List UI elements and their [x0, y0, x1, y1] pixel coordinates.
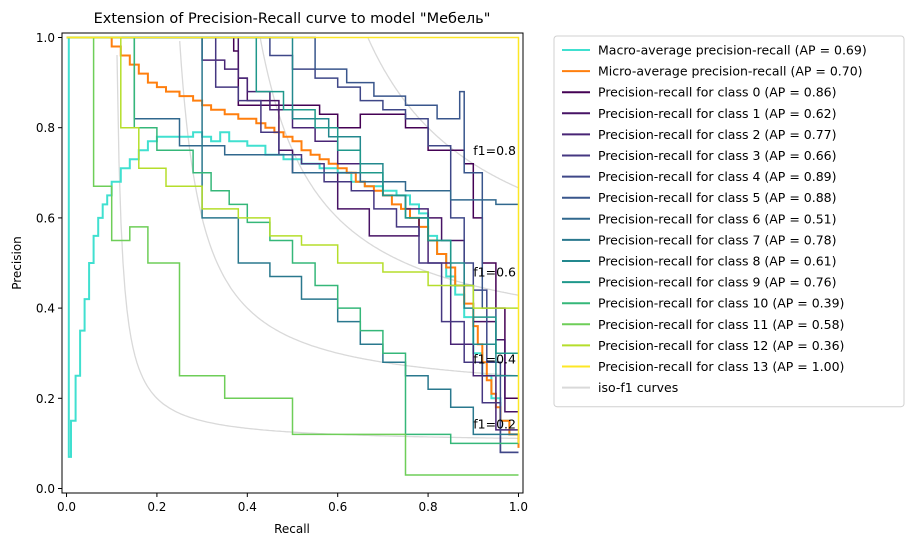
iso-f1-curve	[259, 38, 519, 296]
series-line-13	[66, 36, 519, 476]
x-tick-label: 1.0	[509, 500, 528, 514]
series-line-6	[66, 36, 519, 454]
legend-label: iso-f1 curves	[598, 380, 678, 395]
legend-label: Precision-recall for class 8 (AP = 0.61)	[598, 254, 836, 269]
legend-label: Macro-average precision-recall (AP = 0.6…	[598, 43, 867, 58]
y-tick-label: 0.8	[36, 121, 55, 135]
series-layer	[66, 36, 520, 476]
iso-f1-label: f1=0.6	[473, 265, 516, 280]
iso-f1-label: f1=0.8	[473, 143, 516, 158]
iso-f1-label: f1=0.2	[473, 417, 516, 432]
plot-frame	[61, 32, 524, 494]
legend-label: Precision-recall for class 3 (AP = 0.66)	[598, 148, 836, 163]
legend-label: Precision-recall for class 6 (AP = 0.51)	[598, 211, 836, 226]
y-axis-label: Precision	[10, 236, 24, 290]
legend-box	[553, 35, 905, 408]
y-tick-label: 0.4	[36, 302, 55, 316]
x-tick-label: 0.2	[147, 500, 166, 514]
legend: Macro-average precision-recall (AP = 0.6…	[553, 35, 905, 408]
legend-label: Precision-recall for class 0 (AP = 0.86)	[598, 85, 836, 100]
legend-label: Precision-recall for class 4 (AP = 0.89)	[598, 169, 836, 184]
series-line-7	[66, 36, 519, 354]
x-tick-label: 0.4	[238, 500, 257, 514]
legend-label: Precision-recall for class 2 (AP = 0.77)	[598, 127, 836, 142]
iso-f1-label: f1=0.4	[473, 352, 516, 367]
legend-label: Precision-recall for class 7 (AP = 0.78)	[598, 232, 836, 247]
y-tick-label: 0.0	[36, 482, 55, 496]
legend-label: Precision-recall for class 9 (AP = 0.76)	[598, 275, 836, 290]
legend-label: Precision-recall for class 12 (AP = 0.36…	[598, 338, 844, 353]
series-line-14	[66, 36, 519, 309]
series-line-5	[66, 36, 519, 454]
iso-f1-curve	[116, 54, 519, 440]
series-line-9	[66, 36, 519, 436]
x-axis-label: Recall	[274, 522, 310, 536]
y-tick-label: 0.6	[36, 211, 55, 225]
legend-label: Precision-recall for class 10 (AP = 0.39…	[598, 296, 844, 311]
x-tick-label: 0.0	[57, 500, 76, 514]
series-line-4	[66, 36, 519, 431]
iso-f1-curves	[116, 37, 519, 440]
x-tick-label: 0.8	[419, 500, 438, 514]
series-line-8	[66, 36, 519, 206]
legend-label: Micro-average precision-recall (AP = 0.7…	[598, 64, 863, 79]
chart-title: Extension of Precision-Recall curve to m…	[94, 11, 491, 27]
series-line-1	[66, 36, 520, 448]
iso-f1-labels: f1=0.2 f1=0.4 f1=0.6 f1=0.8	[473, 143, 516, 432]
y-tick-label: 1.0	[36, 31, 55, 45]
series-line-15	[66, 36, 520, 444]
legend-label: Precision-recall for class 11 (AP = 0.58…	[598, 317, 844, 332]
iso-f1-curve	[179, 41, 519, 377]
x-tick-label: 0.6	[328, 500, 347, 514]
series-line-12	[66, 36, 519, 445]
legend-label: Precision-recall for class 5 (AP = 0.88)	[598, 190, 836, 205]
y-axis-ticks: 0.0 0.2 0.4 0.6 0.8 1.0	[36, 31, 62, 496]
x-axis-ticks: 0.0 0.2 0.4 0.6 0.8 1.0	[57, 493, 528, 514]
y-tick-label: 0.2	[36, 392, 55, 406]
iso-f1-curve	[367, 37, 519, 189]
legend-label: Precision-recall for class 1 (AP = 0.62)	[598, 106, 836, 121]
legend-label: Precision-recall for class 13 (AP = 1.00…	[598, 359, 844, 374]
